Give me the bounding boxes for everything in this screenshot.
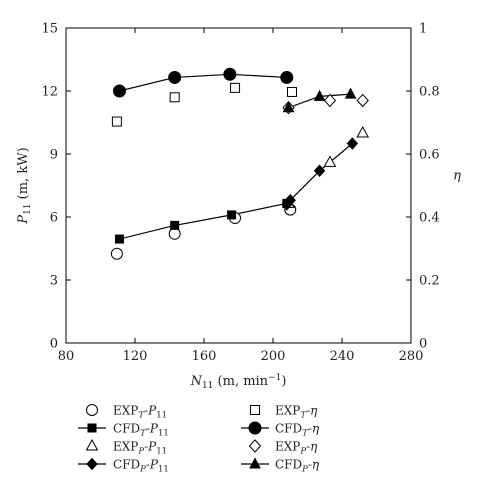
x-tick-label: 280: [399, 349, 424, 364]
plot-frame: [65, 27, 412, 344]
series-line-1: [119, 202, 287, 240]
data-point-s5-3: [280, 70, 294, 84]
legend-item: CFDT-η: [241, 421, 320, 439]
y-right-tick-label: 0: [419, 337, 427, 352]
axes: 80 120 160 200 240 2800369121500.20.40.60.81N…: [16, 22, 461, 392]
legend-marker: [86, 404, 98, 416]
x-axis-label: N11 (m, min−1): [190, 373, 287, 391]
x-tick-label: 240: [330, 349, 355, 364]
legend-item: EXPT-η: [250, 404, 318, 421]
legend-item: CFDP-η: [241, 457, 320, 475]
legend-item: EXPP-η: [248, 439, 318, 457]
data-point-s2-2: [356, 125, 370, 138]
y-right-tick-label: 0.2: [419, 274, 440, 289]
legend-label: EXPT-P11: [113, 404, 167, 421]
legend-marker: [250, 405, 260, 415]
y-left-tick-label: 15: [41, 22, 58, 37]
x-tick-label: 200: [261, 349, 286, 364]
y-right-axis-label: η: [453, 169, 461, 184]
data-point-s1-0: [114, 234, 124, 244]
data-point-s1-2: [227, 210, 237, 220]
y-left-tick-label: 6: [50, 211, 58, 226]
data-point-s4-3: [286, 86, 297, 97]
y-right-tick-label: 0.6: [419, 148, 440, 163]
legend-marker: [249, 457, 261, 469]
data-point-s3-2: [313, 164, 326, 178]
data-point-s7-1: [313, 89, 326, 101]
x-tick-label: 160: [192, 349, 217, 364]
data-point-s3-1: [284, 193, 296, 207]
y-left-tick-label: 3: [50, 274, 58, 289]
legend-item: EXPT-P11: [86, 404, 167, 421]
legend-label: EXPP-P11: [113, 440, 167, 457]
data-point-s1-1: [170, 220, 180, 230]
data-point-s4-2: [230, 82, 241, 93]
data-point-s5-0: [112, 84, 126, 98]
legend-label: CFDT-P11: [113, 422, 169, 439]
legend-label: CFDP-P11: [113, 458, 169, 475]
data-point-s4-1: [169, 92, 180, 103]
legend-label: EXPT-η: [275, 404, 318, 421]
y-right-tick-label: 0.8: [419, 85, 440, 100]
legend-item: EXPP-P11: [85, 438, 167, 457]
legend-marker: [87, 423, 97, 433]
x-tick-label: 120: [123, 349, 148, 364]
legend: EXPT-P11 EXPT-η CFDT-P11 CFDT-η EXPP-P11 EXPP…: [78, 404, 320, 475]
legend-marker: [248, 421, 262, 435]
data-point-s4-0: [111, 116, 122, 127]
data-point-s7-2: [344, 87, 357, 99]
data-point-s3-3: [346, 137, 359, 150]
legend-marker: [248, 439, 262, 453]
data-point-s6-1: [323, 93, 337, 108]
data-point-s5-2: [223, 67, 237, 81]
plot-area: [110, 67, 370, 260]
legend-marker: [86, 457, 98, 471]
data-point-s7-0: [282, 101, 295, 113]
legend-label: CFDT-η: [275, 422, 320, 439]
legend-label: CFDP-η: [275, 458, 320, 475]
y-left-axis-label: P11 (m, kW): [16, 147, 33, 224]
series-line-5: [119, 73, 287, 92]
x-tick-label: 80: [58, 349, 75, 364]
y-right-tick-label: 0.4: [419, 211, 440, 226]
legend-item: CFDT-P11: [78, 422, 169, 439]
legend-item: CFDP-P11: [78, 458, 169, 475]
data-point-s6-2: [356, 93, 369, 108]
y-left-tick-label: 0: [50, 337, 58, 352]
data-point-s0-0: [110, 247, 123, 260]
y-left-tick-label: 9: [50, 148, 58, 163]
y-right-tick-label: 1: [419, 22, 427, 37]
y-left-tick-label: 12: [41, 85, 58, 100]
data-point-s0-1: [168, 227, 181, 240]
data-point-s5-1: [168, 70, 182, 84]
data-point-s2-1: [323, 155, 337, 167]
legend-label: EXPP-η: [275, 440, 318, 457]
legend-marker: [85, 438, 99, 451]
